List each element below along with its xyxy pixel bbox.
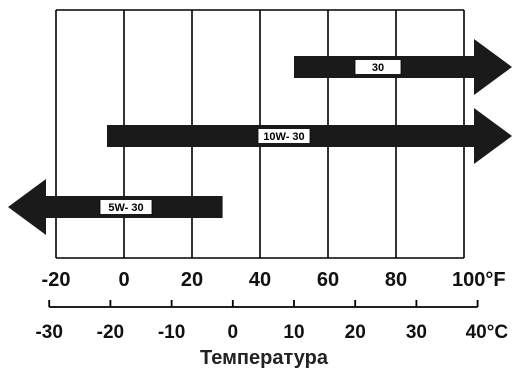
band-label: 5W- 30 (108, 202, 143, 214)
c-tick-label: -10 (158, 322, 185, 343)
f-tick-label: 40 (249, 269, 271, 291)
band-3: 5W- 30 (8, 179, 223, 235)
c-tick-label: 0 (228, 322, 239, 343)
band-1: 30 (294, 39, 512, 95)
band-label: 30 (372, 62, 384, 74)
c-tick-label: 30 (406, 322, 427, 343)
band-2: 10W- 30 (107, 108, 512, 164)
band-label-box (99, 199, 153, 215)
band-label: 10W- 30 (263, 131, 304, 143)
band-label-box (354, 59, 402, 75)
f-tick-label: 0 (118, 269, 129, 291)
c-tick-label: 40°C (466, 322, 509, 343)
celsius-axis: -30 -20 -10 0 10 20 30 40°C (35, 300, 508, 343)
c-tick-label: 20 (345, 322, 366, 343)
c-tick-label: 10 (283, 322, 304, 343)
band-arrow (294, 39, 512, 95)
f-tick-label: 60 (317, 269, 339, 291)
fahrenheit-axis: -20 0 20 40 60 80 100°F (42, 269, 506, 291)
viscosity-bands: 30 10W- 30 5W- 30 (8, 39, 512, 235)
f-tick-label: 100°F (452, 269, 506, 291)
c-tick-label: -20 (97, 322, 124, 343)
band-label-box (257, 128, 311, 144)
f-tick-label: 20 (181, 269, 203, 291)
x-axis-title: Температура (200, 347, 328, 369)
c-tick-label: -30 (35, 322, 62, 343)
f-tick-label: 80 (385, 269, 407, 291)
f-tick-label: -20 (42, 269, 71, 291)
